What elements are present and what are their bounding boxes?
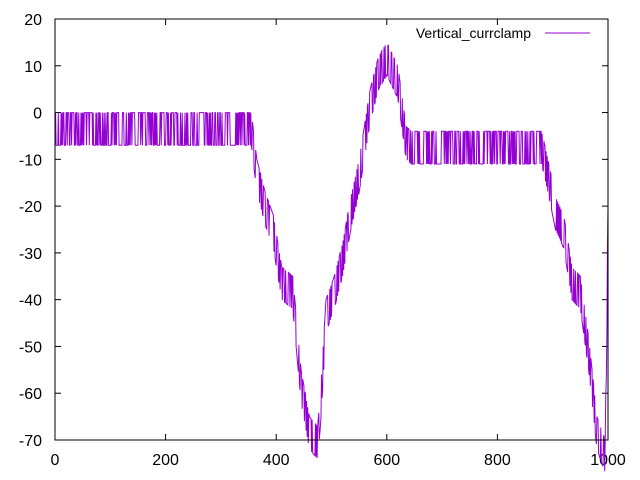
x-tick-label: 600: [373, 452, 400, 469]
x-tick-label: 0: [51, 452, 60, 469]
y-tick-label: -50: [19, 339, 42, 356]
legend-label-vertical-currclamp: Vertical_currclamp: [416, 25, 531, 41]
plot-frame: [54, 18, 609, 441]
y-tick-label: -70: [19, 433, 42, 450]
y-tick-label: -30: [19, 246, 42, 263]
y-tick-label: 10: [24, 59, 42, 76]
axis-tick-labels: 0 200 400 600 800 1000 20 10 0 -10 -20 -30 -40 -50 -60…: [19, 12, 626, 469]
axis-ticks: [54, 18, 609, 441]
x-tick-label: 200: [152, 452, 179, 469]
series-line-0: [54, 44, 609, 472]
x-tick-label: 1000: [590, 452, 626, 469]
y-tick-label: 0: [33, 106, 42, 123]
y-tick-label: 20: [24, 12, 42, 29]
legend: Vertical_currclamp: [416, 25, 590, 41]
x-tick-label: 800: [484, 452, 511, 469]
series-layer: [54, 44, 609, 472]
y-tick-label: -40: [19, 293, 42, 310]
y-tick-label: -20: [19, 199, 42, 216]
y-tick-label: -10: [19, 152, 42, 169]
y-tick-label: -60: [19, 386, 42, 403]
x-tick-label: 400: [263, 452, 290, 469]
